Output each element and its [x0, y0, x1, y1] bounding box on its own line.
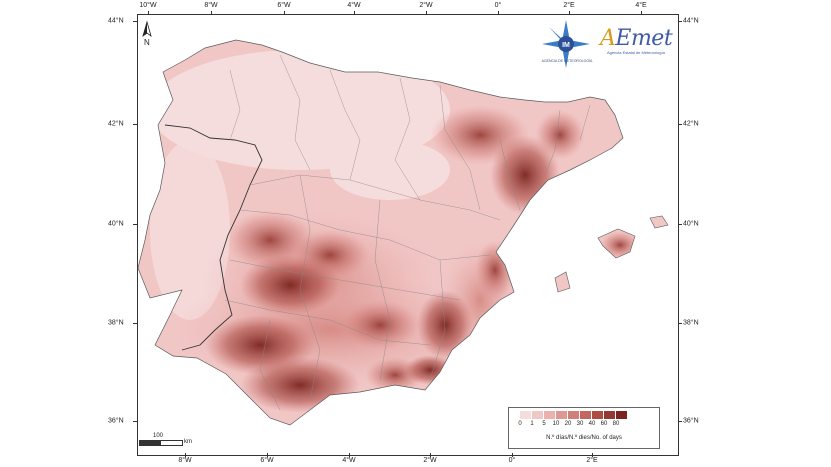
- legend-break-label: 20: [564, 421, 572, 427]
- right-tick-mark: [678, 323, 682, 324]
- aemet-logo-letter-a: A: [600, 26, 616, 51]
- legend-swatches: [520, 411, 628, 419]
- legend-swatch: [520, 411, 532, 419]
- bottom-tick-mark: [592, 453, 593, 457]
- right-tick-mark: [678, 224, 682, 225]
- bottom-tick-label: 2°W: [423, 457, 437, 464]
- legend-swatch: [532, 411, 544, 419]
- right-tick-mark: [678, 21, 682, 22]
- left-tick-mark: [133, 21, 137, 22]
- bottom-tick-label: 2°E: [586, 457, 598, 464]
- left-tick-mark: [133, 323, 137, 324]
- balearic-islands: [554, 215, 669, 293]
- top-tick-mark: [148, 11, 149, 15]
- left-tick-label: 36°N: [108, 417, 124, 425]
- legend-swatch: [580, 411, 592, 419]
- legend-swatch: [592, 411, 604, 419]
- right-tick-label: 40°N: [683, 220, 699, 228]
- left-tick-mark: [133, 224, 137, 225]
- top-tick-mark: [569, 11, 570, 15]
- land-fill: [138, 40, 668, 425]
- top-tick-label: 4°W: [347, 2, 361, 9]
- legend-swatch: [556, 411, 568, 419]
- top-tick-mark: [426, 11, 427, 15]
- top-tick-label: 4°E: [635, 2, 647, 9]
- right-tick-label: 36°N: [683, 417, 699, 425]
- left-tick-label: 42°N: [108, 120, 124, 128]
- top-tick-mark: [211, 11, 212, 15]
- legend-break-label: 60: [600, 421, 608, 427]
- left-tick-mark: [133, 124, 137, 125]
- scale-bar: [139, 440, 183, 446]
- bottom-tick-label: 6°W: [260, 457, 274, 464]
- legend-swatch: [568, 411, 580, 419]
- right-tick-label: 42°N: [683, 120, 699, 128]
- scale-unit: km: [184, 439, 192, 445]
- bottom-tick-label: 8°W: [178, 457, 192, 464]
- legend-break-label: 1: [530, 421, 534, 427]
- top-tick-label: 10°W: [139, 2, 157, 9]
- legend-ticks: 0 1 5 10 20 30 40 60 80: [516, 421, 651, 429]
- svg-text:IM: IM: [562, 42, 570, 49]
- legend-swatch: [544, 411, 556, 419]
- right-tick-mark: [678, 124, 682, 125]
- legend-break-label: 0: [518, 421, 522, 427]
- legend-break-label: 80: [612, 421, 620, 427]
- legend: 0 1 5 10 20 30 40 60 80 N.º días/N.º dies/No. of…: [508, 407, 660, 449]
- bottom-tick-label: 0°: [508, 457, 516, 464]
- bottom-tick-label: 4°W: [342, 457, 356, 464]
- bottom-tick-mark: [512, 453, 513, 457]
- top-tick-mark: [354, 11, 355, 15]
- scale-value: 100: [153, 433, 164, 439]
- left-tick-label: 38°N: [108, 319, 124, 327]
- north-arrow-icon: [142, 20, 152, 38]
- top-tick-mark: [498, 11, 499, 15]
- coastline: [137, 39, 624, 426]
- top-tick-label: 2°W: [419, 2, 433, 9]
- im-logo-text: AGENCIA DE METEOROLOGÍA: [541, 59, 593, 63]
- aemet-logo-subtitle: Agencia Estatal de Meteorología: [607, 50, 665, 55]
- left-tick-label: 40°N: [108, 220, 124, 228]
- top-tick-label: 8°W: [204, 2, 218, 9]
- bottom-tick-mark: [185, 453, 186, 457]
- legend-swatch: [604, 411, 616, 419]
- legend-break-label: 10: [552, 421, 560, 427]
- top-tick-label: 0°: [494, 2, 502, 9]
- top-tick-mark: [641, 11, 642, 15]
- top-tick-label: 2°E: [563, 2, 575, 9]
- legend-break-label: 40: [588, 421, 596, 427]
- top-tick-label: 6°W: [277, 2, 291, 9]
- right-tick-label: 44°N: [683, 17, 699, 25]
- legend-break-label: 5: [542, 421, 546, 427]
- bottom-tick-mark: [349, 453, 350, 457]
- left-tick-label: 44°N: [108, 17, 124, 25]
- legend-title: N.º días/N.º dies/No. of days: [546, 435, 622, 441]
- top-tick-mark: [284, 11, 285, 15]
- right-tick-label: 38°N: [683, 319, 699, 327]
- left-tick-mark: [133, 421, 137, 422]
- province-borders: [224, 54, 591, 411]
- aemet-logo: AEmet: [600, 26, 673, 51]
- legend-swatch: [616, 411, 628, 419]
- aemet-logo-rest: Emet: [615, 26, 673, 51]
- right-tick-mark: [678, 421, 682, 422]
- legend-break-label: 30: [576, 421, 584, 427]
- bottom-tick-mark: [430, 453, 431, 457]
- im-logo-icon: IM: [542, 20, 590, 68]
- north-label: N: [144, 38, 150, 47]
- bottom-tick-mark: [267, 453, 268, 457]
